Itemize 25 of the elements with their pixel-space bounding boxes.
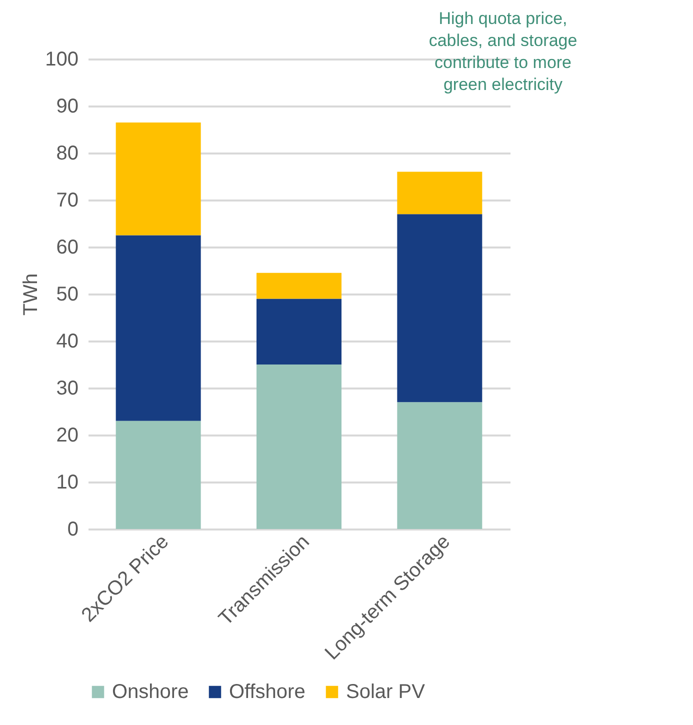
y-axis-title: TWh [20,273,42,316]
bar [397,172,482,214]
y-tick-label: 20 [56,424,78,446]
y-tick-label: 30 [56,378,78,400]
bar [116,420,201,529]
y-tick-label: 60 [56,236,78,258]
bar [256,364,342,529]
bar [256,298,342,364]
y-tick-label: 10 [56,472,78,494]
bar [116,122,201,236]
y-tick-label: 70 [56,190,78,212]
y-tick-label: 40 [56,330,78,352]
bar [116,235,201,421]
y-tick-label: 0 [67,518,78,540]
y-tick-label: 90 [56,96,78,118]
bar [256,272,342,299]
legend-label: Solar PV [346,681,426,703]
legend-label: Offshore [229,681,306,703]
y-tick-label: 100 [45,48,78,70]
y-tick-label: 80 [56,142,78,164]
y-tick-label: 50 [56,284,78,306]
bar [397,214,482,402]
legend-label: Onshore [112,681,189,703]
bar [397,402,482,529]
annotation: High quota price, cables, and storage contribute to more green electricity [428,9,578,94]
